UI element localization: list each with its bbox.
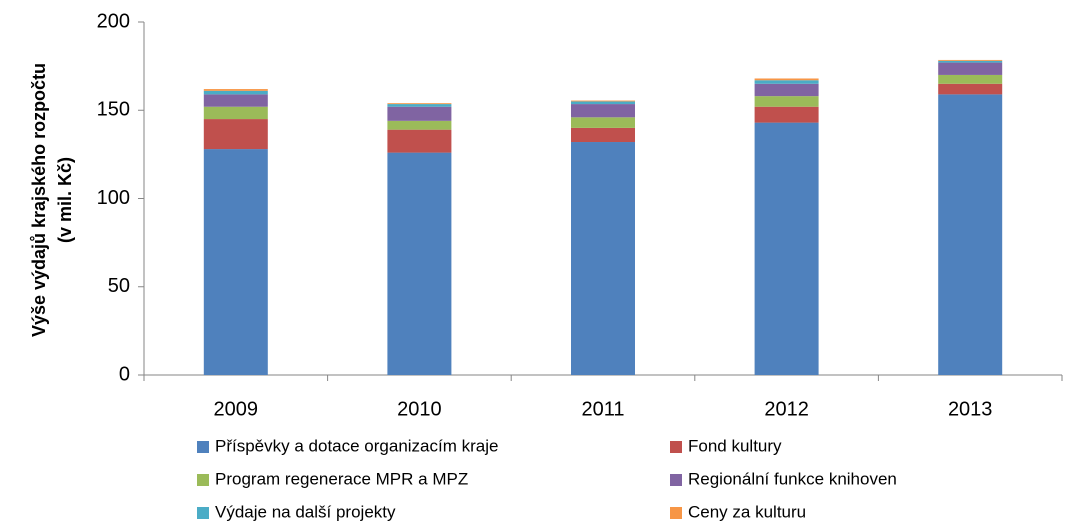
y-axis-title-line: (v mil. Kč)	[55, 157, 75, 243]
legend-label: Výdaje na další projekty	[215, 502, 396, 521]
bar-segment	[203, 106, 268, 120]
x-tick-label: 2010	[397, 398, 442, 420]
bar-segment	[571, 142, 635, 375]
y-tick-label: 0	[119, 363, 130, 385]
bar-segment	[754, 80, 819, 84]
x-tick-label: 2013	[948, 398, 993, 420]
bar-segment	[203, 94, 268, 107]
bar-segment	[754, 96, 819, 107]
bar-segment	[571, 100, 635, 102]
legend-swatch	[197, 507, 209, 519]
bar-segment	[203, 149, 268, 375]
legend-label: Příspěvky a dotace organizacím kraje	[215, 436, 498, 455]
bar-segment	[571, 117, 635, 128]
bar-segment	[571, 101, 635, 105]
y-axis-title-line: Výše výdajů krajského rozpočtu	[29, 63, 49, 337]
legend-swatch	[197, 441, 209, 453]
y-axis-title: Výše výdajů krajského rozpočtu (v mil. K…	[29, 63, 75, 337]
y-tick-label: 150	[97, 99, 130, 121]
bar-segment	[387, 103, 452, 105]
bar-segment	[387, 120, 452, 130]
legend-swatch	[670, 474, 682, 486]
y-tick-label: 50	[108, 275, 130, 297]
bar-segment	[938, 94, 1003, 376]
bar-segment	[754, 83, 819, 97]
legend-swatch	[670, 507, 682, 519]
x-tick-label: 2011	[581, 398, 624, 420]
y-tick-label: 100	[97, 187, 130, 209]
legend-label: Program regenerace MPR a MPZ	[215, 469, 468, 488]
legend-label: Ceny za kulturu	[688, 502, 806, 521]
bar-segment	[938, 60, 1003, 63]
bar-segment	[203, 90, 268, 95]
bar-segment	[387, 104, 452, 107]
bar-segment	[387, 106, 452, 121]
bar-segment	[203, 119, 268, 150]
bar-segment	[571, 104, 635, 118]
bar-segment	[938, 74, 1003, 84]
x-tick-label: 2012	[764, 398, 809, 420]
bar-segment	[938, 83, 1003, 95]
bar-segment	[387, 129, 452, 153]
legend-label: Regionální funkce knihoven	[688, 469, 897, 488]
bar-segment	[938, 59, 1003, 61]
bar-segment	[203, 89, 268, 91]
bar-segment	[571, 127, 635, 143]
bar-segment	[754, 78, 819, 81]
legend-label: Fond kultury	[688, 436, 782, 455]
bar-segment	[387, 152, 452, 375]
x-tick-label: 2009	[214, 398, 259, 420]
bar-segment	[938, 62, 1003, 75]
legend-swatch	[670, 441, 682, 453]
legend-swatch	[197, 474, 209, 486]
y-tick-label: 200	[97, 10, 130, 32]
bar-segment	[754, 106, 819, 123]
bar-segment	[754, 122, 819, 375]
